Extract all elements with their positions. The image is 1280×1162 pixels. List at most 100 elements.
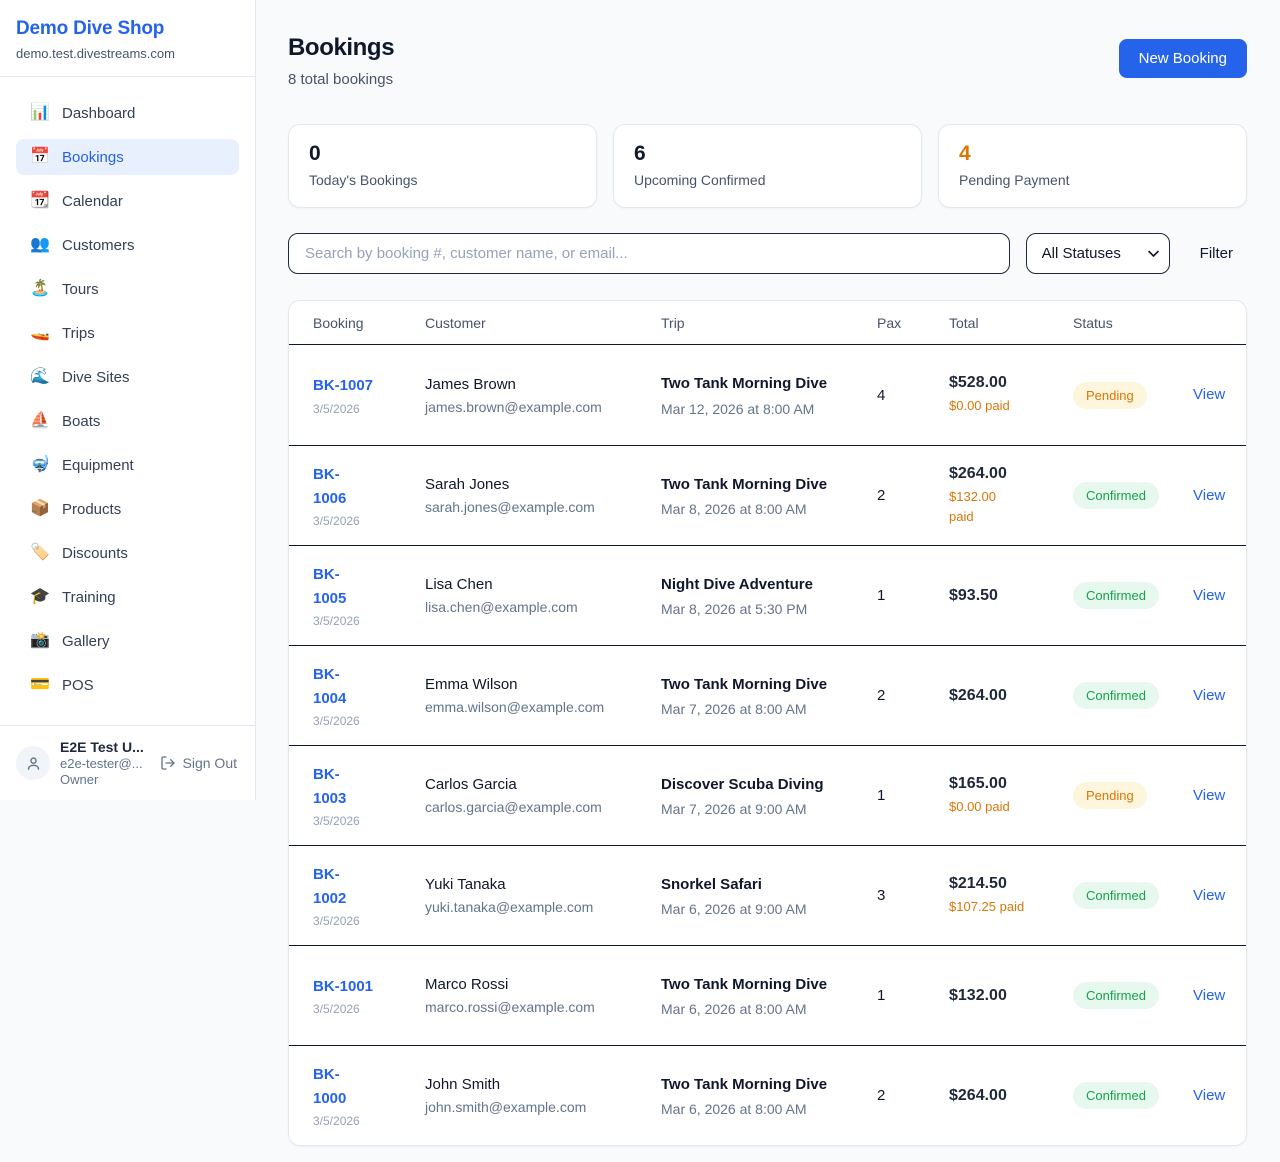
booking-id-link[interactable]: BK-1005 <box>313 566 347 607</box>
trip-name: Discover Scuba Diving <box>661 775 824 793</box>
paid-amount: $0.00 paid <box>949 398 1010 414</box>
status-cell: Confirmed <box>1073 682 1193 709</box>
customer-cell: Marco Rossi marco.rossi@example.com <box>425 976 661 1015</box>
sidebar-item-pos[interactable]: 💳 POS <box>30 676 94 694</box>
total-amount: $264.00 <box>949 686 1007 704</box>
column-header-pax: Pax <box>877 314 902 331</box>
user-name: E2E Test U... <box>60 739 144 755</box>
view-link[interactable]: View <box>1193 786 1226 804</box>
sidebar-item-dive-sites[interactable]: 🌊 Dive Sites <box>30 368 130 386</box>
sidebar-item-boats[interactable]: ⛵ Boats <box>30 412 101 430</box>
booking-id-link[interactable]: BK-1007 <box>313 377 374 395</box>
bookings-table: Booking Customer Trip Pax Total Status BK-100… <box>288 300 1247 1146</box>
status-cell: Confirmed <box>1073 482 1193 509</box>
pax-cell: 1 <box>877 787 886 804</box>
sidebar-item-equipment[interactable]: 🤿 Equipment <box>30 456 134 474</box>
sidebar-item-dashboard[interactable]: 📊 Dashboard <box>30 104 136 122</box>
booking-id-link[interactable]: BK-1003 <box>313 766 347 807</box>
stat-value: 0 <box>309 142 321 165</box>
trip-name: Night Dive Adventure <box>661 575 813 593</box>
booking-id-link[interactable]: BK-1002 <box>313 866 347 907</box>
status-badge: Confirmed <box>1073 582 1159 609</box>
booking-id-link[interactable]: BK-1006 <box>313 466 347 507</box>
booking-id-link[interactable]: BK-1001 <box>313 977 374 995</box>
stat-value: 6 <box>634 142 646 165</box>
trip-cell: Two Tank Morning Dive Mar 7, 2026 at 8:0… <box>661 674 877 718</box>
brand-domain: demo.test.divestreams.com <box>16 46 175 61</box>
booking-date: 3/5/2026 <box>313 613 360 628</box>
pax-cell: 4 <box>877 386 886 404</box>
gallery-camera-icon: 📸 <box>30 632 50 649</box>
sign-out-button[interactable]: Sign Out <box>158 755 239 771</box>
paid-amount: $0.00 paid <box>949 798 1010 814</box>
search-input[interactable] <box>288 233 1010 274</box>
equipment-mask-icon: 🤿 <box>30 456 50 473</box>
booking-date: 3/5/2026 <box>313 1113 360 1128</box>
sidebar-item-discounts[interactable]: 🏷️ Discounts <box>30 544 128 562</box>
sidebar-item-customers[interactable]: 👥 Customers <box>30 236 135 254</box>
table-row-bk-1006: BK-1006 3/5/2026 Sarah Jones sarah.jones… <box>289 445 1246 545</box>
total-amount: $165.00 <box>949 774 1007 792</box>
booking-cell: BK-1001 3/5/2026 <box>313 975 425 1016</box>
view-link[interactable]: View <box>1193 886 1226 904</box>
table-row-bk-1004: BK-1004 3/5/2026 Emma Wilson emma.wilson… <box>289 645 1246 745</box>
booking-cell: BK-1006 3/5/2026 <box>313 463 425 528</box>
status-cell: Pending <box>1073 782 1193 809</box>
tours-island-icon: 🏝️ <box>30 280 50 297</box>
dashboard-icon: 📊 <box>30 104 50 121</box>
sidebar-nav: 📊 Dashboard 📅 Bookings 📆 Calendar 👥 Cust… <box>0 77 255 721</box>
booking-date: 3/5/2026 <box>313 813 360 828</box>
boats-icon: ⛵ <box>30 412 50 429</box>
new-booking-button[interactable]: New Booking <box>1118 39 1247 78</box>
view-link[interactable]: View <box>1193 1086 1226 1104</box>
sidebar-item-calendar[interactable]: 📆 Calendar <box>30 192 123 210</box>
total-cell: $264.00 <box>949 1087 1073 1105</box>
trip-cell: Snorkel Safari Mar 6, 2026 at 9:00 AM <box>661 874 877 918</box>
sidebar-item-training[interactable]: 🎓 Training <box>30 588 116 606</box>
view-link[interactable]: View <box>1193 986 1226 1004</box>
view-link[interactable]: View <box>1193 586 1226 604</box>
booking-cell: BK-1005 3/5/2026 <box>313 563 425 628</box>
table-row-bk-1007: BK-1007 3/5/2026 James Brown james.brown… <box>289 345 1246 445</box>
sidebar-item-bookings[interactable]: 📅 Bookings <box>16 139 239 175</box>
trip-name: Two Tank Morning Dive <box>661 475 828 493</box>
total-cell: $165.00 $0.00 paid <box>949 775 1073 817</box>
customer-email: lisa.chen@example.com <box>425 599 578 615</box>
status-cell: Confirmed <box>1073 882 1193 909</box>
total-cell: $528.00 $0.00 paid <box>949 374 1073 416</box>
total-amount: $528.00 <box>949 374 1007 392</box>
action-cell: View <box>1193 386 1226 404</box>
status-filter-select[interactable]: All Statuses <box>1025 233 1170 274</box>
booking-id-link[interactable]: BK-1000 <box>313 1066 347 1107</box>
customer-cell: John Smith john.smith@example.com <box>425 1076 661 1115</box>
view-link[interactable]: View <box>1193 386 1226 403</box>
filter-button[interactable]: Filter <box>1186 245 1247 262</box>
booking-cell: BK-1000 3/5/2026 <box>313 1063 425 1128</box>
customer-email: marco.rossi@example.com <box>425 999 595 1015</box>
total-cell: $93.50 <box>949 587 1073 605</box>
calendar-icon: 📆 <box>30 192 50 209</box>
booking-cell: BK-1004 3/5/2026 <box>313 663 425 728</box>
view-link[interactable]: View <box>1193 486 1226 504</box>
pax-cell: 1 <box>877 987 886 1004</box>
status-cell: Confirmed <box>1073 982 1193 1009</box>
table-row-bk-1003: BK-1003 3/5/2026 Carlos Garcia carlos.ga… <box>289 745 1246 845</box>
customer-email: john.smith@example.com <box>425 1099 587 1115</box>
sidebar-item-products[interactable]: 📦 Products <box>30 500 122 518</box>
booking-id-link[interactable]: BK-1004 <box>313 666 347 707</box>
trip-cell: Two Tank Morning Dive Mar 6, 2026 at 8:0… <box>661 974 877 1018</box>
brand-block: Demo Dive Shop demo.test.divestreams.com <box>0 0 255 77</box>
user-info: E2E Test U... e2e-tester@... Owner <box>60 739 148 787</box>
customer-cell: Carlos Garcia carlos.garcia@example.com <box>425 776 661 815</box>
sidebar-item-trips[interactable]: 🚤 Trips <box>30 324 95 342</box>
sidebar-item-tours[interactable]: 🏝️ Tours <box>30 280 99 298</box>
trip-name: Two Tank Morning Dive <box>661 375 828 393</box>
sidebar-item-gallery[interactable]: 📸 Gallery <box>30 632 110 650</box>
customer-name: Sarah Jones <box>425 476 510 493</box>
customer-email: james.brown@example.com <box>425 398 602 415</box>
customer-name: Carlos Garcia <box>425 776 517 793</box>
pos-card-icon: 💳 <box>30 676 50 693</box>
customer-name: Marco Rossi <box>425 976 509 993</box>
trip-datetime: Mar 7, 2026 at 9:00 AM <box>661 801 807 818</box>
view-link[interactable]: View <box>1193 686 1226 704</box>
